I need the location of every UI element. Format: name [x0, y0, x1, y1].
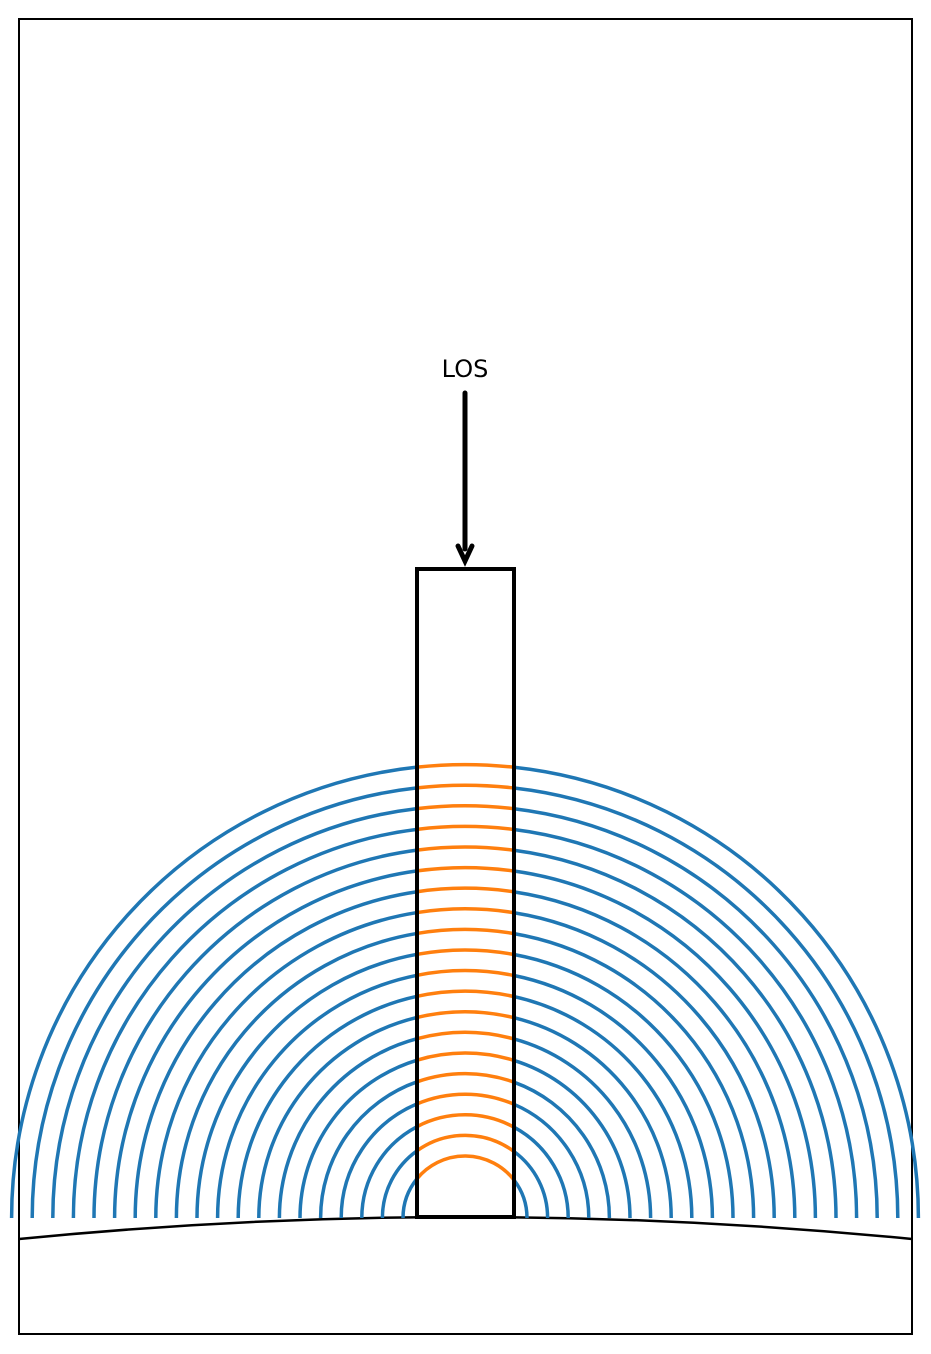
shell-arc-outer-right: [513, 869, 818, 1219]
shell-arc-outer-right: [513, 1102, 591, 1219]
shell-arc-inside-column: [416, 804, 515, 811]
shell-arc-inside-column: [416, 948, 515, 957]
shell-arc-outer-left: [215, 973, 418, 1219]
shell-arc-inside-column: [416, 989, 515, 999]
plot-frame: [18, 18, 913, 1335]
shell-arc-outer-right: [513, 994, 694, 1219]
shell-arc-outer-right: [513, 1058, 632, 1219]
shell-arc-inside-column: [416, 1092, 515, 1106]
shell-arc-inside-column: [416, 783, 515, 790]
shell-arc-outer-right: [513, 1125, 570, 1219]
shell-arc-outer-left: [51, 806, 418, 1219]
shell-arc-outer-right: [513, 952, 735, 1219]
shell-arc-outer-right: [513, 910, 776, 1219]
shell-arc-inside-column: [416, 1030, 515, 1041]
shell-arc-outer-left: [71, 827, 418, 1219]
shell-arc-outer-left: [92, 848, 418, 1219]
shell-arc-outer-right: [513, 890, 797, 1219]
shell-arc-outer-right: [513, 827, 859, 1219]
shell-arc-outer-left: [339, 1102, 418, 1219]
shell-arc-inside-column: [415, 1154, 516, 1182]
shell-arc-inside-column: [416, 927, 515, 936]
shell-arc-outer-left: [236, 994, 418, 1219]
shell-arc-outer-right: [513, 1037, 653, 1219]
shell-arc-outer-left: [133, 889, 418, 1219]
shell-arc-inside-column: [416, 1071, 515, 1084]
shell-arc-outer-right: [512, 1150, 550, 1219]
shell-arc-outer-left: [30, 786, 418, 1219]
line-of-sight-column: [415, 567, 516, 1219]
shell-arc-inside-column: [416, 1010, 515, 1020]
shell-arc-inside-column: [416, 1051, 515, 1063]
shell-arc-outer-left: [298, 1058, 418, 1219]
planet-surface: [18, 1215, 913, 1241]
shell-arc-outer-right: [513, 806, 879, 1219]
shell-arc-outer-left: [9, 765, 418, 1219]
shell-arc-outer-right: [513, 786, 900, 1219]
shell-arc-outer-right: [513, 1080, 612, 1219]
shell-arc-outer-left: [401, 1177, 419, 1219]
shell-arc-outer-left: [154, 910, 418, 1219]
shell-arc-outer-right: [513, 973, 715, 1219]
shell-arc-outer-left: [174, 931, 418, 1219]
shell-arc-inside-column: [415, 1133, 516, 1153]
shell-arc-outer-left: [112, 869, 418, 1219]
shell-arc-inside-column: [416, 824, 515, 832]
shell-arc-outer-left: [195, 952, 418, 1219]
shell-arc-outer-right: [513, 1016, 673, 1219]
shell-arc-inside-column: [416, 907, 515, 915]
concentric-shells: [9, 762, 921, 1219]
shell-arc-outer-left: [380, 1149, 419, 1219]
los-label: LOS: [442, 355, 489, 383]
shell-arc-inside-column: [416, 845, 515, 852]
shell-arc-outer-right: [513, 765, 921, 1219]
shell-arc-outer-right: [513, 931, 756, 1219]
shell-arc-inside-column: [416, 1113, 515, 1129]
shell-arc-inside-column: [416, 865, 515, 873]
shell-arc-outer-left: [318, 1080, 418, 1219]
shell-arc-outer-left: [277, 1037, 418, 1219]
shell-arc-inside-column: [416, 762, 515, 769]
shell-arc-inside-column: [416, 886, 515, 894]
los-arrow-head: [455, 543, 475, 567]
shell-arc-outer-left: [257, 1015, 418, 1219]
shell-arc-outer-left: [360, 1125, 418, 1219]
shell-arc-inside-column: [416, 968, 515, 978]
shell-arc-outer-right: [513, 848, 838, 1219]
